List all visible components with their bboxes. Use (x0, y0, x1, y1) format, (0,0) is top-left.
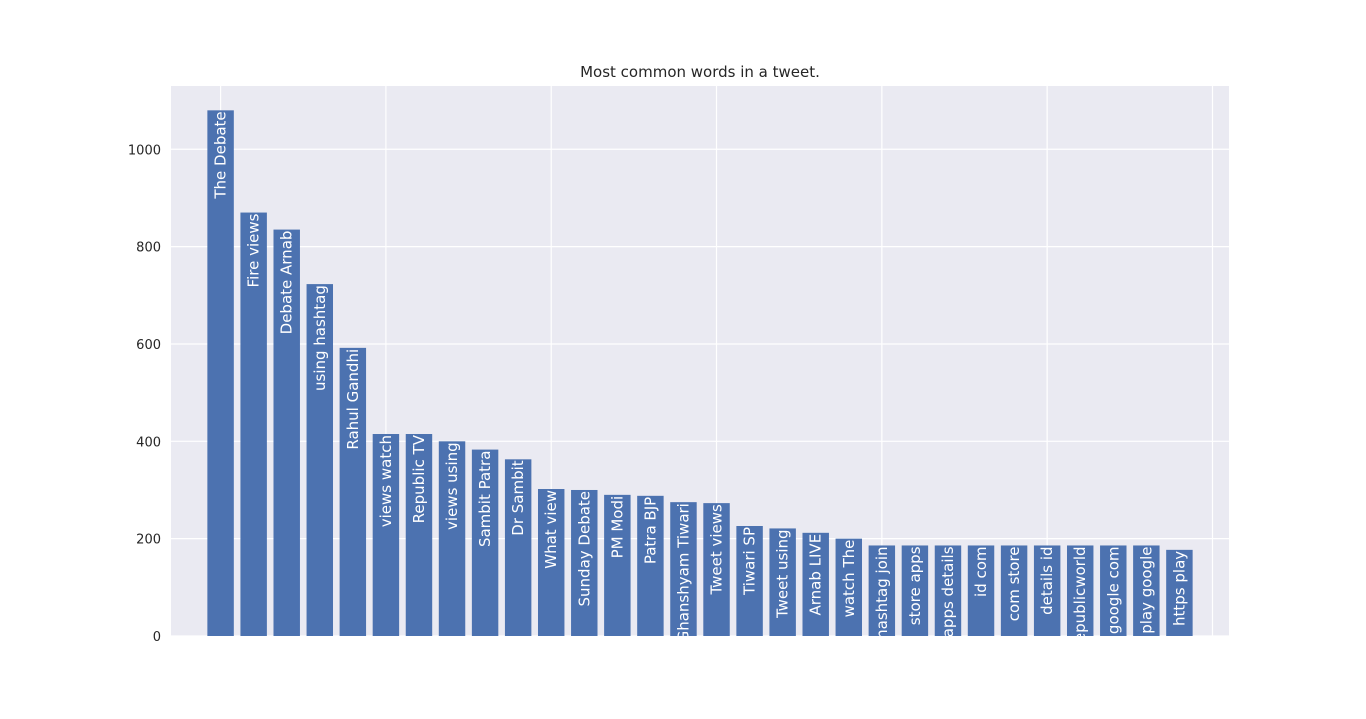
bar-label: watch The (840, 540, 858, 618)
bar (1033, 545, 1061, 636)
bar (1166, 549, 1193, 636)
bar (405, 434, 433, 636)
bar-label: Sambit Patra (476, 451, 494, 547)
y-tick-label: 800 (136, 241, 161, 256)
bar-label: Ghanshyam Tiwari (674, 503, 692, 642)
bar-label: Arnab LIVE (807, 534, 825, 616)
bar (273, 229, 300, 636)
bar-label: Fire views (245, 213, 263, 287)
bar (637, 495, 664, 636)
bar (438, 441, 466, 636)
bar (504, 459, 532, 636)
bar (736, 526, 763, 636)
bar (604, 494, 631, 636)
bar-label: Debate Arnab (278, 231, 296, 335)
y-axis-ticks: 0 200 400 600 800 1000 (128, 143, 161, 645)
y-tick-label: 0 (153, 630, 161, 645)
bar (967, 545, 995, 636)
bar (240, 212, 267, 636)
bar (901, 545, 929, 636)
bar-label: play google (1137, 546, 1155, 633)
bar (1133, 545, 1160, 636)
bar-label: com store (1005, 546, 1023, 621)
bars (207, 110, 1193, 636)
bar-label: hashtag join (873, 546, 891, 638)
bar (571, 489, 598, 636)
bar-label: google com (1104, 546, 1122, 634)
bar (1000, 545, 1028, 636)
bar-label: Rahul Gandhi (344, 349, 362, 450)
bar-label: Tweet views (708, 504, 726, 596)
bar-label: republicworld (1071, 546, 1089, 648)
bar-label: PM Modi (608, 496, 626, 559)
bar (934, 545, 962, 636)
bar-label: details id (1038, 546, 1056, 614)
bar (769, 528, 796, 636)
bar-label: using hashtag (311, 285, 329, 391)
bar-labels: The Debate Fire views Debate Arnab using ha… (212, 111, 1189, 648)
bar-label: Patra BJP (641, 497, 659, 564)
bar-label: views using (443, 442, 461, 530)
bar-label: The Debate (212, 111, 230, 199)
bar-label: views watch (377, 435, 395, 527)
bar (339, 347, 367, 636)
bar (207, 110, 234, 636)
bar (802, 532, 829, 636)
bar-label: id com (972, 546, 990, 597)
bar (868, 545, 896, 636)
bar-label: Republic TV (410, 434, 428, 523)
y-tick-label: 600 (136, 338, 161, 353)
y-tick-label: 400 (136, 435, 161, 450)
bar (703, 503, 730, 636)
bar-label: Sunday Debate (575, 491, 593, 607)
bar (372, 434, 400, 636)
chart-title: Most common words in a tweet. (580, 63, 820, 81)
bar-label: Dr Sambit (509, 460, 527, 535)
bar (670, 502, 697, 636)
y-tick-label: 1000 (128, 143, 161, 158)
bar-label: Tiwari SP (741, 527, 759, 596)
bar (537, 489, 565, 636)
bar (1100, 545, 1127, 636)
bar-label: apps details (939, 546, 957, 637)
bar-label: Tweet using (774, 529, 792, 619)
bar-label: https play (1170, 551, 1188, 626)
bar (1066, 545, 1094, 636)
bar (471, 449, 499, 636)
bar-label: What view (542, 490, 560, 569)
bar (835, 538, 863, 636)
bar-label: store apps (906, 546, 924, 625)
bar (306, 284, 334, 636)
y-tick-label: 200 (136, 533, 161, 548)
